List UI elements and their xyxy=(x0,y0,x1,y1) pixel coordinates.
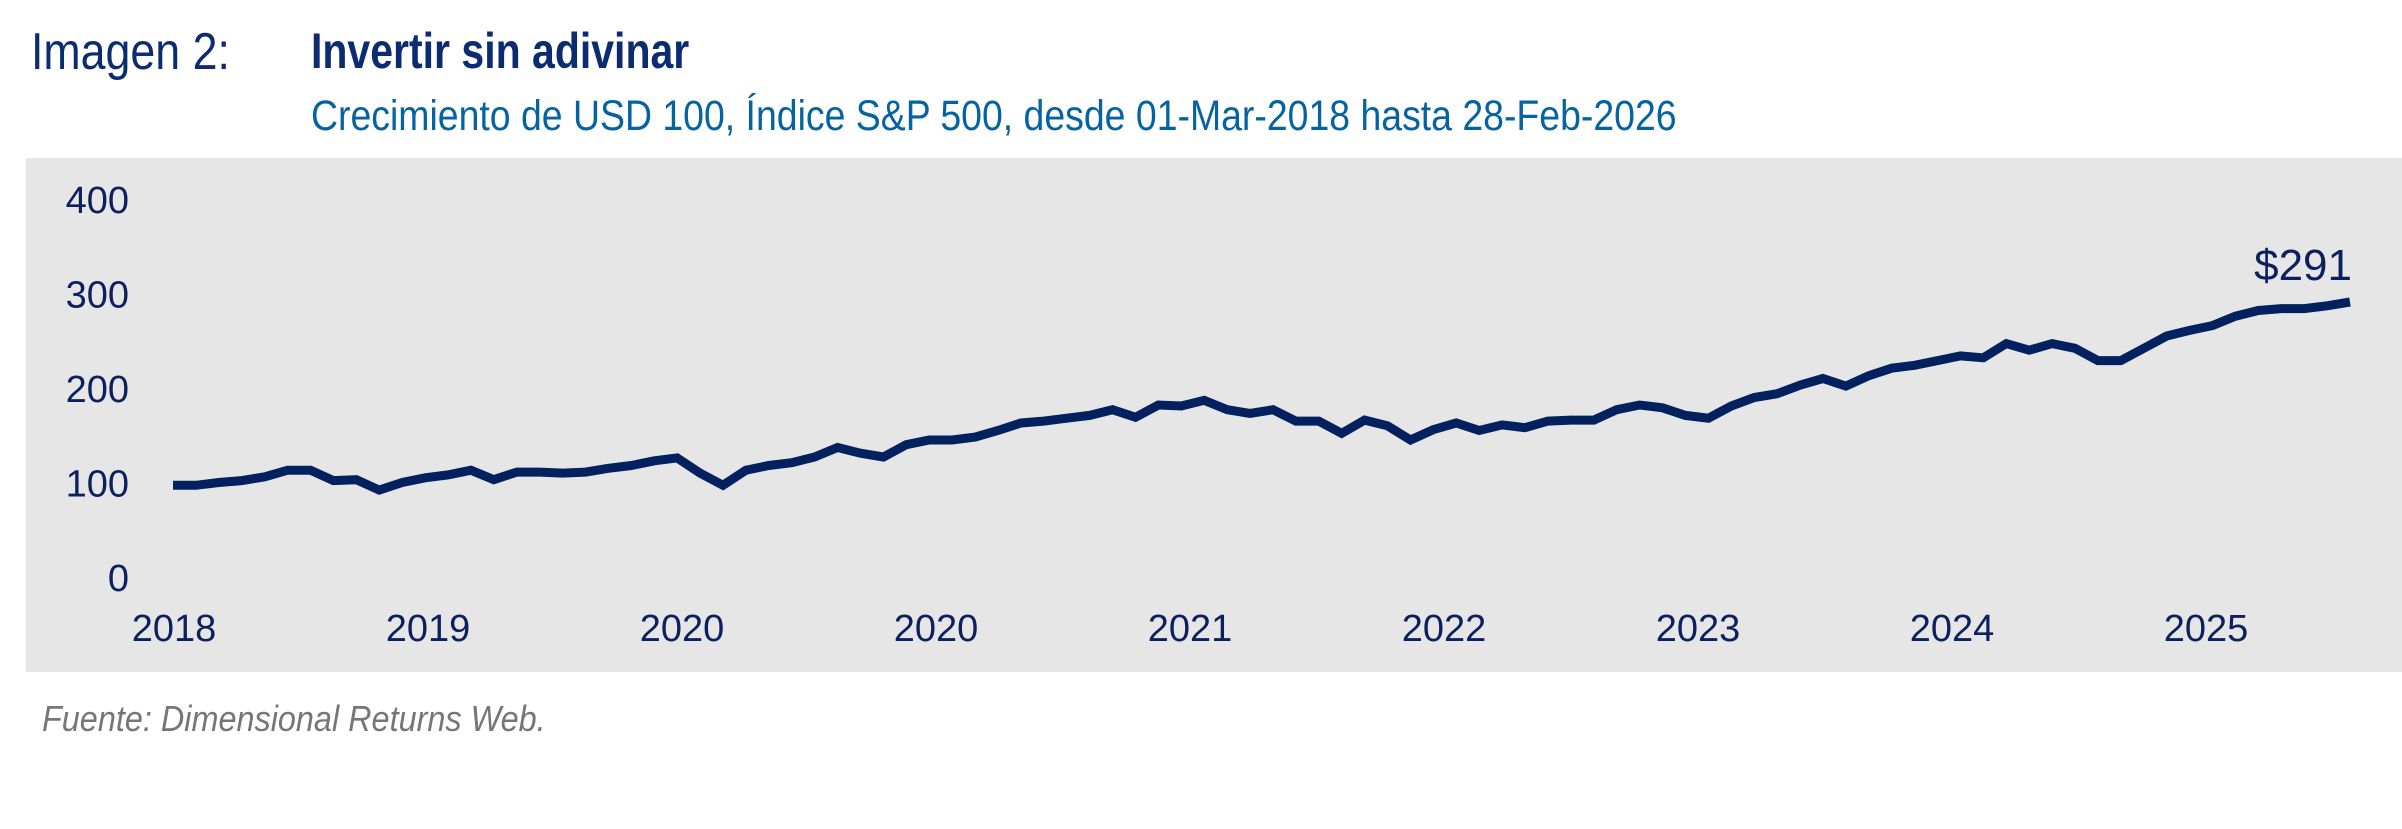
series-line-sp500 xyxy=(173,297,2351,495)
end-value-label: $291 xyxy=(2254,241,2352,290)
chart-title: Invertir sin adivinar xyxy=(311,23,690,79)
x-axis-ticks: 2018 2019 2020 2020 2021 2022 2023 2024 2025 xyxy=(132,608,2249,650)
x-tick-label: 2021 xyxy=(1148,608,1233,650)
x-tick-label: 2023 xyxy=(1656,608,1741,650)
y-tick-label: 0 xyxy=(108,558,129,600)
chart-panel xyxy=(26,158,2402,672)
y-tick-label: 300 xyxy=(66,275,129,317)
y-tick-label: 100 xyxy=(66,464,129,506)
y-tick-label: 200 xyxy=(66,369,129,411)
y-axis-ticks: 0 100 200 300 400 xyxy=(66,180,129,600)
source-note: Fuente: Dimensional Returns Web. xyxy=(42,698,546,739)
y-tick-label: 400 xyxy=(66,180,129,222)
x-tick-label: 2025 xyxy=(2164,608,2249,650)
x-tick-label: 2022 xyxy=(1402,608,1487,650)
x-tick-label: 2020 xyxy=(640,608,725,650)
x-tick-label: 2024 xyxy=(1910,608,1995,650)
x-tick-label: 2019 xyxy=(386,608,471,650)
figure-label: Imagen 2: xyxy=(31,22,230,82)
chart-subtitle: Crecimiento de USD 100, Índice S&P 500, … xyxy=(311,92,1677,140)
figure-label-text: Imagen 2: xyxy=(31,23,230,81)
x-tick-label: 2020 xyxy=(894,608,979,650)
x-tick-label: 2018 xyxy=(132,608,217,650)
